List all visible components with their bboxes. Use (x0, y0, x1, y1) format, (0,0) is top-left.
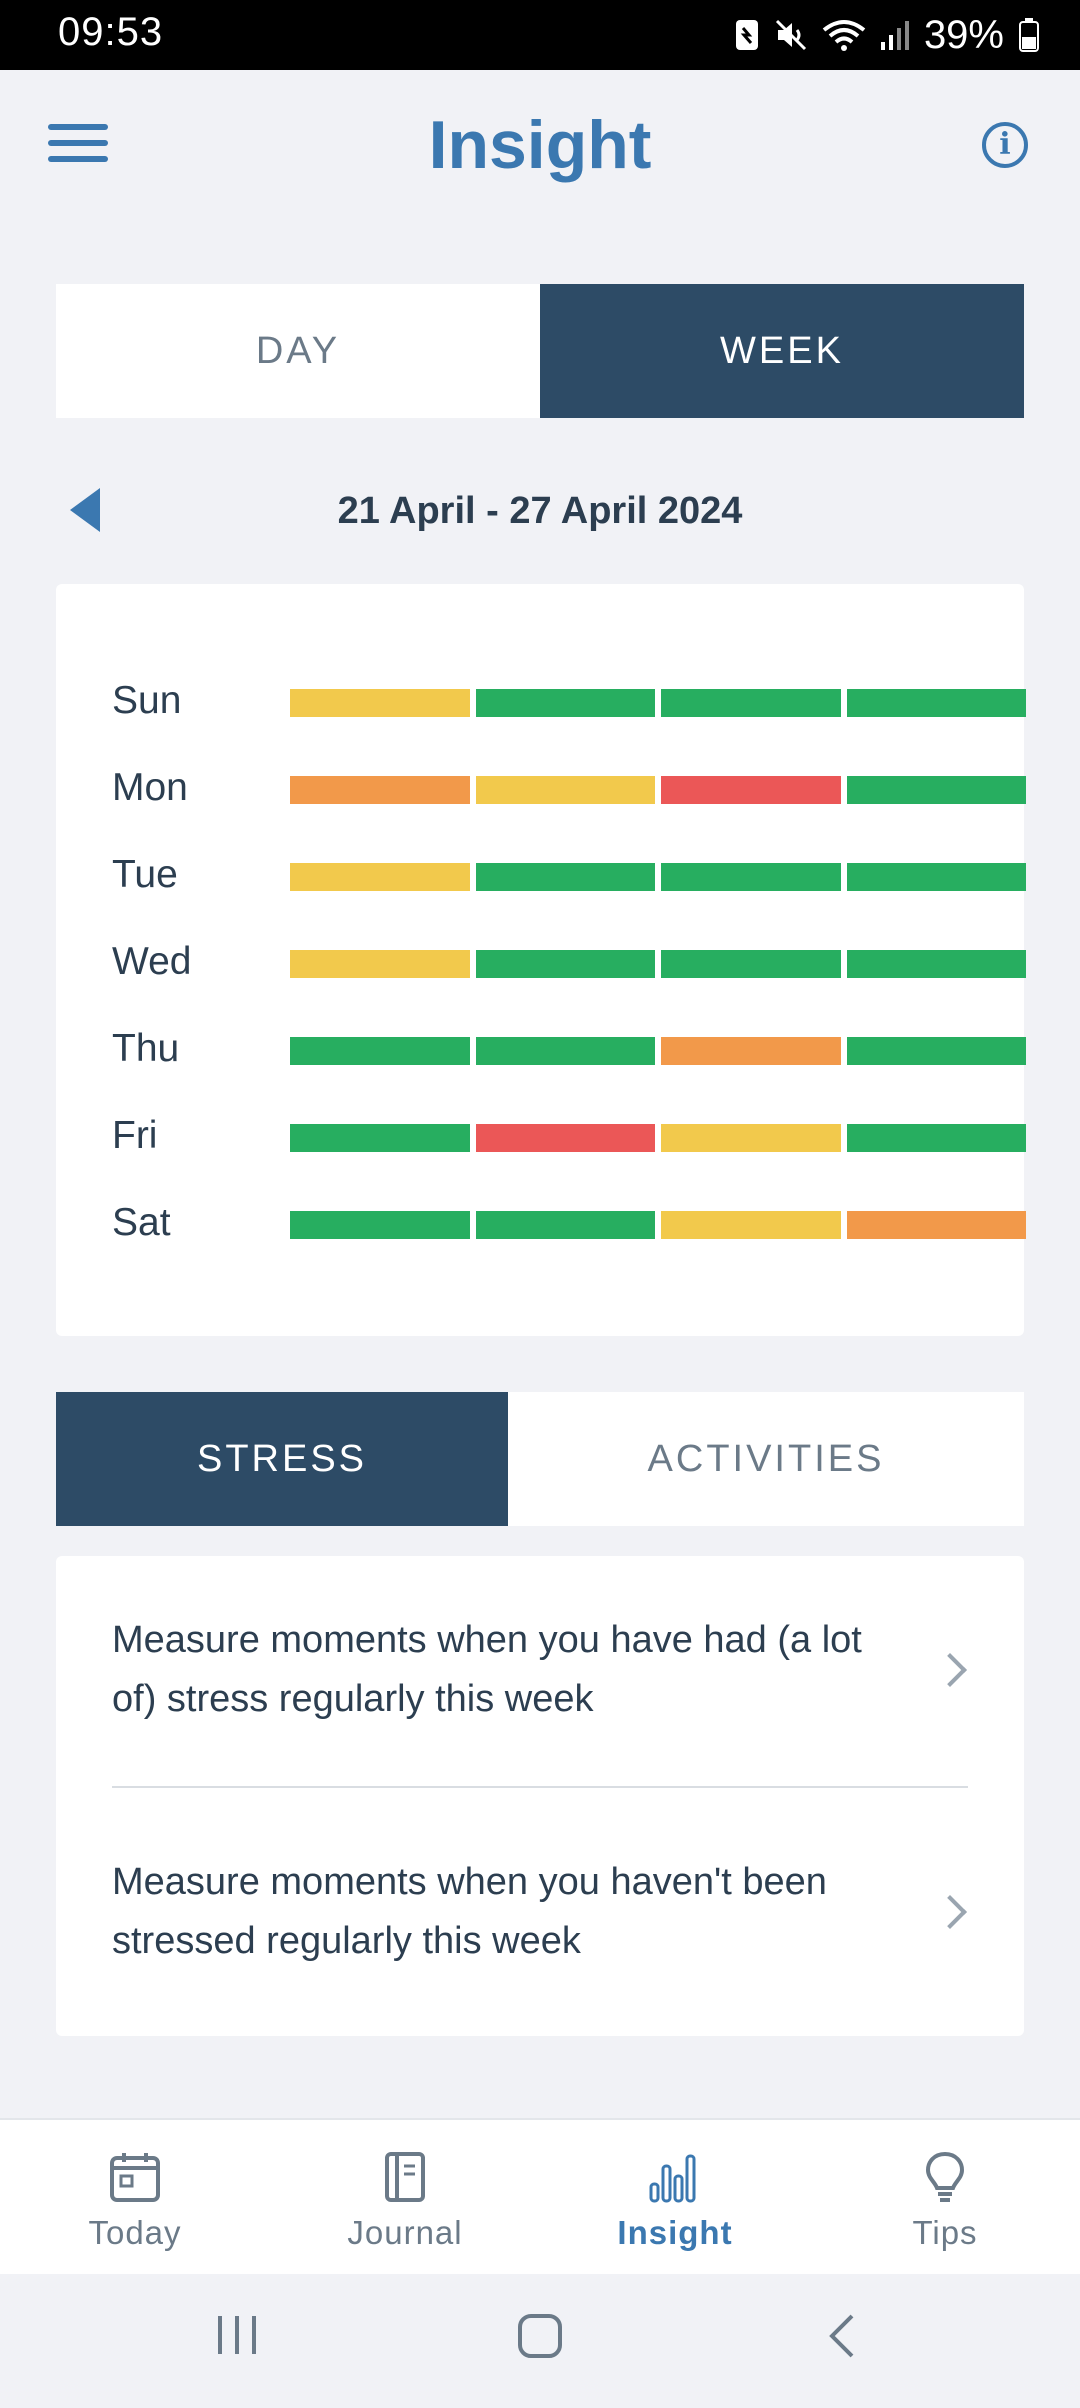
grid-cell-green (846, 863, 1026, 891)
nav-item-insight[interactable]: Insight (540, 2120, 810, 2274)
grid-cell-green (846, 1124, 1026, 1152)
mute-icon (775, 19, 806, 51)
stress-list-card (56, 1556, 1024, 2036)
grid-cell-orange (290, 776, 470, 804)
lightbulb-icon (925, 2151, 965, 2202)
grid-cell-green (290, 1124, 470, 1152)
grid-cell-yellow (475, 776, 655, 804)
status-bar: 09:53 39% (0, 0, 1080, 70)
grid-cell-green (846, 950, 1026, 978)
grid-cell-green (290, 1211, 470, 1239)
grid-cells (290, 1037, 1026, 1065)
grid-row-thu: Thu (112, 1024, 1026, 1074)
divider (112, 1786, 968, 1788)
metric-toggle: STRESS ACTIVITIES (56, 1392, 1024, 1526)
notebook-icon (385, 2152, 425, 2202)
grid-cells (290, 863, 1026, 891)
tab-activities[interactable]: ACTIVITIES (508, 1392, 1024, 1526)
grid-cell-green (475, 950, 655, 978)
nfc-icon (735, 20, 758, 50)
grid-cell-green (290, 1037, 470, 1065)
signal-icon (880, 21, 909, 50)
grid-cell-green (846, 1037, 1026, 1065)
hamburger-menu-icon[interactable] (48, 124, 108, 168)
chevron-right-icon (933, 1653, 967, 1687)
grid-day-label: Mon (112, 766, 188, 809)
grid-day-label: Sun (112, 679, 182, 722)
battery-percent: 39% (923, 12, 1004, 57)
grid-cells (290, 950, 1026, 978)
stress-list-item[interactable]: Measure moments when you have had (a lot… (112, 1570, 968, 1770)
grid-row-sat: Sat (112, 1198, 1026, 1248)
calendar-icon (110, 2153, 160, 2202)
nav-label: Insight (617, 2214, 733, 2251)
tab-week[interactable]: WEEK (540, 284, 1024, 418)
grid-cell-yellow (661, 1211, 841, 1239)
stress-list-item-text: Measure moments when you haven't been st… (112, 1861, 827, 1962)
week-stress-grid: Sun Mon Tue Wed Thu Fri Sat (56, 584, 1026, 1336)
nav-item-today[interactable]: Today (0, 2120, 270, 2274)
system-navigation-bar (0, 2274, 1080, 2408)
grid-cell-green (846, 689, 1026, 717)
nav-label: Tips (912, 2214, 978, 2251)
grid-cell-green (661, 689, 841, 717)
grid-cell-orange (846, 1211, 1026, 1239)
page-title: Insight (428, 107, 652, 183)
grid-day-label: Thu (112, 1027, 180, 1070)
grid-cell-green (661, 950, 841, 978)
nav-label: Journal (347, 2214, 463, 2251)
stress-list-item[interactable]: Measure moments when you haven't been st… (112, 1812, 968, 2012)
tab-day[interactable]: DAY (56, 284, 540, 418)
grid-cell-yellow (661, 1124, 841, 1152)
grid-cell-yellow (290, 863, 470, 891)
status-time: 09:53 (58, 10, 164, 54)
grid-row-wed: Wed (112, 937, 1026, 987)
grid-cells (290, 689, 1026, 717)
grid-cell-yellow (290, 950, 470, 978)
date-navigation: 21 April - 27 April 2024 (56, 470, 1024, 550)
recent-apps-icon[interactable] (214, 2312, 260, 2358)
date-range-label: 21 April - 27 April 2024 (337, 490, 743, 532)
grid-cell-red (475, 1124, 655, 1152)
nav-label: Today (88, 2214, 182, 2251)
home-icon[interactable] (516, 2312, 564, 2360)
grid-cell-yellow (290, 689, 470, 717)
tab-stress[interactable]: STRESS (56, 1392, 508, 1526)
grid-row-sun: Sun (112, 676, 1026, 726)
grid-row-tue: Tue (112, 850, 1026, 900)
previous-week-arrow-icon[interactable] (70, 488, 100, 532)
grid-day-label: Fri (112, 1114, 158, 1157)
grid-cells (290, 1124, 1026, 1152)
nav-item-journal[interactable]: Journal (270, 2120, 540, 2274)
stress-list-item-text: Measure moments when you have had (a lot… (112, 1619, 862, 1720)
grid-cells (290, 1211, 1026, 1239)
chevron-right-icon (933, 1895, 967, 1929)
grid-cell-red (661, 776, 841, 804)
wifi-icon (822, 20, 866, 51)
back-icon[interactable] (822, 2312, 862, 2360)
status-icons: 39% (734, 8, 1040, 62)
info-icon[interactable]: i (982, 122, 1028, 168)
grid-day-label: Wed (112, 940, 192, 983)
nav-item-tips[interactable]: Tips (810, 2120, 1080, 2274)
grid-cell-green (846, 776, 1026, 804)
app-header: Insight i (0, 70, 1080, 226)
grid-cell-green (661, 863, 841, 891)
bar-chart-icon (649, 2154, 696, 2203)
period-toggle: DAY WEEK (56, 284, 1024, 418)
grid-cell-green (475, 1211, 655, 1239)
battery-icon (1019, 18, 1039, 52)
grid-cell-green (475, 863, 655, 891)
grid-day-label: Sat (112, 1201, 171, 1244)
bottom-navigation: Today Journal Insight Tips (0, 2118, 1080, 2274)
grid-cells (290, 776, 1026, 804)
grid-row-fri: Fri (112, 1111, 1026, 1161)
grid-cell-green (475, 689, 655, 717)
grid-cell-orange (661, 1037, 841, 1065)
grid-row-mon: Mon (112, 763, 1026, 813)
grid-cell-green (475, 1037, 655, 1065)
grid-day-label: Tue (112, 853, 178, 896)
